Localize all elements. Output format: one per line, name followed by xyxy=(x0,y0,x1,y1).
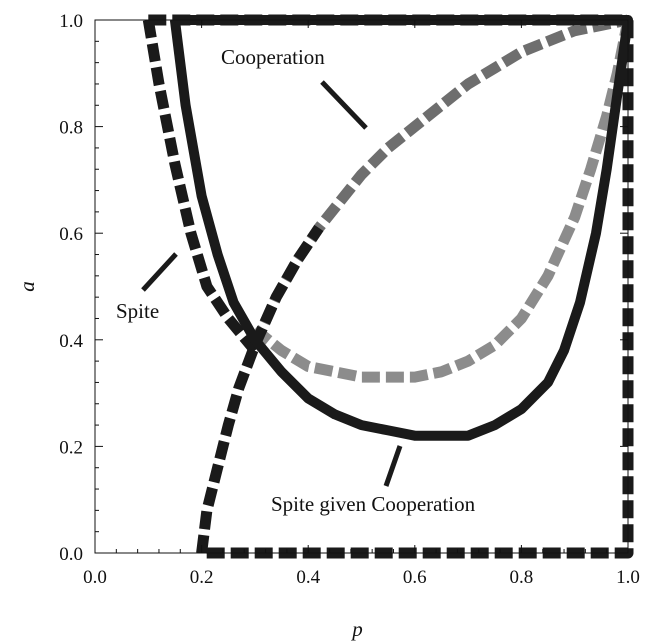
annotation-spite: Spite xyxy=(116,299,159,323)
y-tick-label: 0.8 xyxy=(59,118,83,139)
annotation-spite-given-cooperation-pointer xyxy=(383,445,403,487)
x-tick-label: 1.0 xyxy=(616,567,640,588)
y-tick-label: 0.4 xyxy=(59,331,83,352)
axes-layer: 0.0 0.2 0.4 0.6 0.8 1.0 0.0 0.2 0.4 0.6 0.8 1.0 p a xyxy=(15,11,640,641)
x-tick-label: 0.8 xyxy=(510,567,534,588)
x-tick-label: 0.2 xyxy=(190,567,214,588)
series-dashed-dark-line-2 xyxy=(196,224,324,554)
y-tick-label: 1.0 xyxy=(59,11,83,32)
annotation-cooperation: Cooperation xyxy=(221,45,325,69)
y-tick-label: 0.2 xyxy=(59,437,83,458)
x-tick-label: 0.6 xyxy=(403,567,427,588)
series-dashed-dark-line-0 xyxy=(142,19,260,355)
y-tick-label: 0.6 xyxy=(59,224,83,245)
annotation-cooperation-pointer xyxy=(320,80,368,130)
x-tick-label: 0.0 xyxy=(83,567,107,588)
annotation-spite-pointer xyxy=(141,252,178,292)
x-axis-label: p xyxy=(350,617,363,641)
series-solid-line xyxy=(169,15,633,441)
plot-frame xyxy=(94,19,629,554)
series-dashed-gray-line xyxy=(249,14,630,348)
y-axis-label: a xyxy=(15,281,39,292)
annotations-layer: Cooperation Spite Spite given Cooperatio… xyxy=(116,45,476,516)
x-tick-label: 0.4 xyxy=(296,567,320,588)
y-tick-label: 0.0 xyxy=(59,544,83,565)
annotation-spite-given-cooperation: Spite given Cooperation xyxy=(271,492,476,516)
series-dashed-lightgray-line xyxy=(251,18,634,383)
